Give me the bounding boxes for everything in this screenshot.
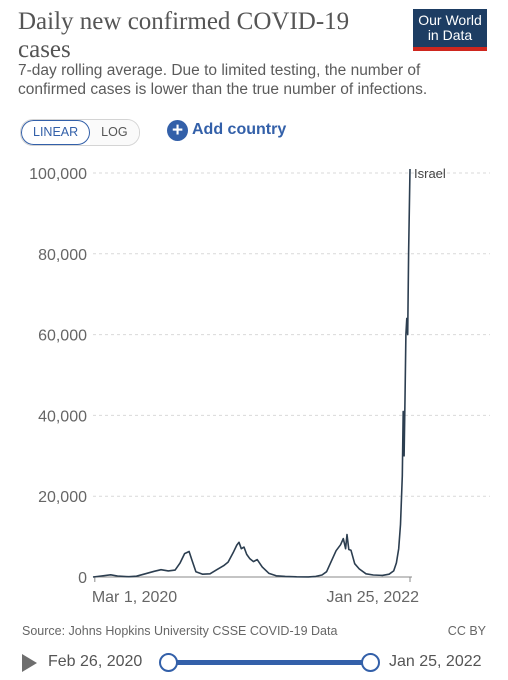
log-scale-button[interactable]: LOG	[90, 120, 139, 145]
y-tick-label: 0	[78, 570, 87, 587]
y-tick-label: 60,000	[38, 328, 87, 345]
line-chart: 0 20,000 40,000 60,000 80,000 100,000 Mar 1, 2…	[29, 166, 490, 606]
owid-logo[interactable]: Our World in Data	[413, 9, 487, 51]
timeline: Feb 26, 2020 Jan 25, 2022	[0, 650, 508, 676]
add-country-label: Add country	[192, 121, 287, 138]
series-line-israel	[92, 168, 411, 578]
chart-subtitle: 7-day rolling average. Due to limited te…	[18, 62, 428, 98]
plus-circle-icon: +	[167, 119, 188, 141]
timeline-start-handle[interactable]	[159, 653, 178, 672]
timeline-end-handle[interactable]	[361, 653, 380, 672]
scale-toggle: LINEAR LOG	[20, 119, 140, 146]
x-tick-label: Mar 1, 2020	[92, 589, 177, 606]
series-label: Israel	[414, 166, 446, 181]
logo-line-2: in Data	[427, 27, 473, 43]
add-country-button[interactable]: + Add country	[167, 119, 286, 141]
x-tick-label: Jan 25, 2022	[326, 589, 419, 606]
source-note[interactable]: Source: Johns Hopkins University CSSE CO…	[22, 624, 338, 638]
license-link[interactable]: CC BY	[447, 624, 486, 638]
timeline-track[interactable]	[166, 660, 372, 665]
chart-title: Daily new confirmed COVID-19 cases	[18, 8, 350, 63]
linear-scale-button[interactable]: LINEAR	[21, 120, 91, 145]
play-icon[interactable]	[22, 654, 37, 672]
timeline-start-label: Feb 26, 2020	[48, 653, 143, 670]
y-tick-label: 100,000	[29, 166, 87, 183]
timeline-end-label: Jan 25, 2022	[389, 653, 482, 670]
y-tick-label: 20,000	[38, 489, 87, 506]
y-tick-label: 40,000	[38, 408, 87, 425]
y-tick-label: 80,000	[38, 247, 87, 264]
logo-line-1: Our World	[418, 12, 482, 28]
